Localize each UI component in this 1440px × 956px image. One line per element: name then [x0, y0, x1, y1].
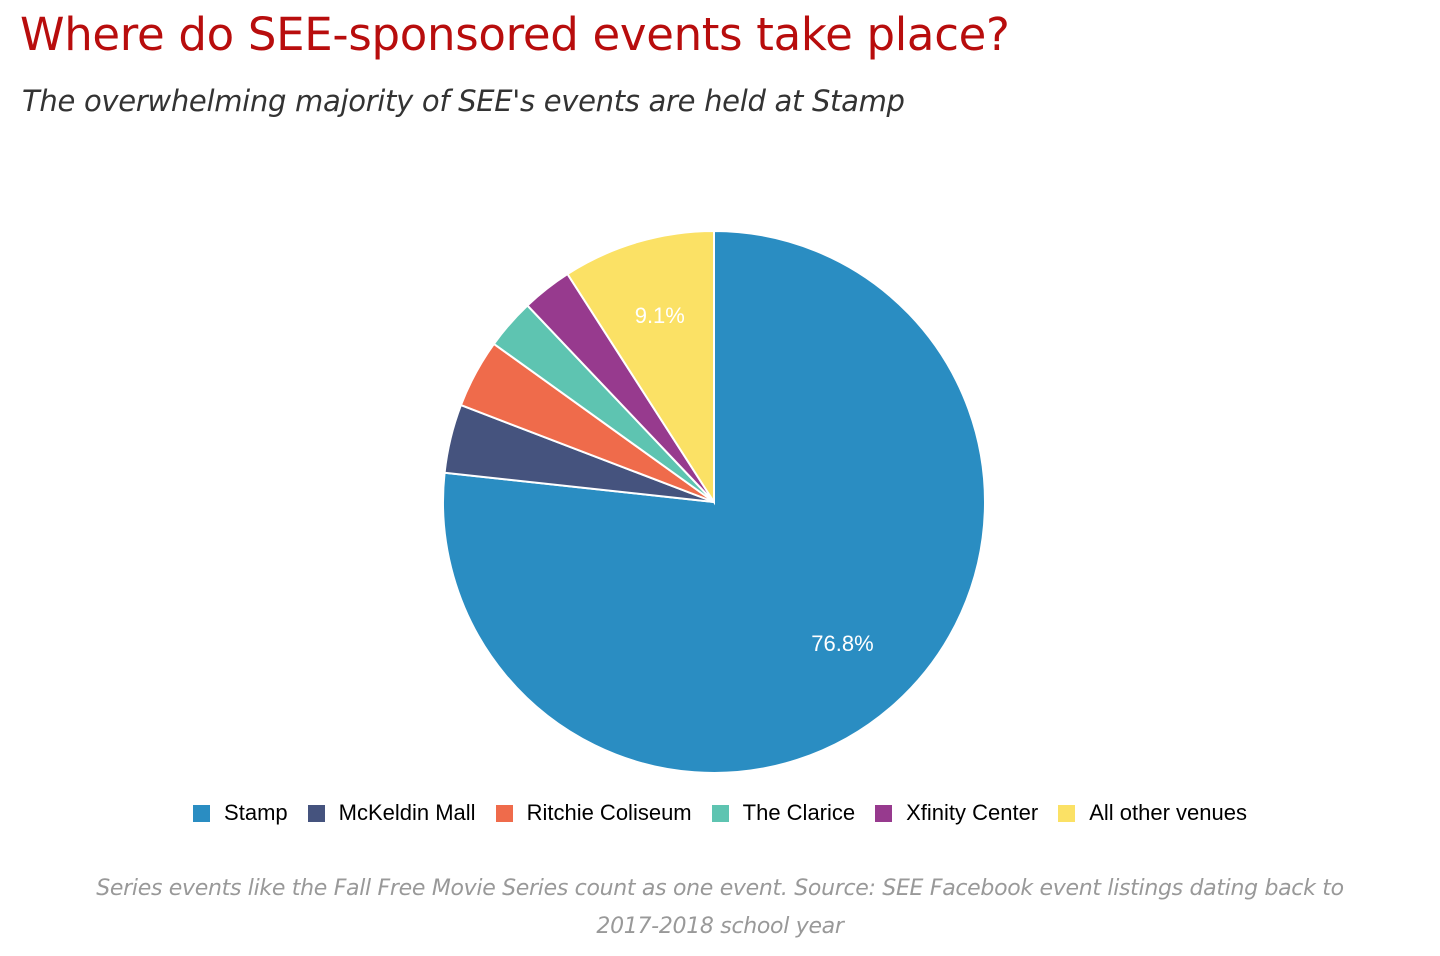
legend-label-xfinity-center: Xfinity Center	[906, 800, 1039, 825]
footnote-line-1: Series events like the Fall Free Movie S…	[96, 876, 1344, 901]
legend-label-the-clarice: The Clarice	[742, 800, 856, 825]
legend-swatch-all-other-venues	[1058, 804, 1076, 822]
chart-subtitle: The overwhelming majority of SEE's event…	[22, 84, 905, 118]
pie-slice-stamp[interactable]	[442, 229, 986, 774]
data-label-all-other-venues: 9.1%	[635, 303, 685, 328]
chart-title: Where do SEE-sponsored events take place…	[20, 8, 1010, 61]
pie-data-labels: 76.8% 9.1%	[635, 303, 874, 656]
legend-label-mckeldin-mall: McKeldin Mall	[338, 800, 476, 825]
legend-item-all-other-venues[interactable]: All other venues	[1058, 800, 1247, 826]
pie-slices	[442, 229, 986, 774]
pie-slice-all-other-venues[interactable]	[566, 229, 715, 506]
legend: Stamp McKeldin Mall Ritchie Coliseum The Cl…	[0, 800, 1440, 826]
legend-swatch-xfinity-center	[875, 804, 893, 822]
legend-label-stamp: Stamp	[224, 800, 288, 825]
legend-swatch-mckeldin-mall	[307, 804, 325, 822]
legend-swatch-ritchie-coliseum	[495, 804, 513, 822]
footnote-line-2: 2017-2018 school year	[596, 914, 844, 939]
legend-swatch-stamp	[193, 804, 211, 822]
footnote: Series events like the Fall Free Movie S…	[20, 870, 1420, 946]
legend-item-mckeldin-mall[interactable]: McKeldin Mall	[307, 800, 476, 826]
legend-label-ritchie-coliseum: Ritchie Coliseum	[526, 800, 692, 825]
data-label-stamp: 76.8%	[811, 631, 873, 656]
legend-label-all-other-venues: All other venues	[1089, 800, 1247, 825]
legend-item-ritchie-coliseum[interactable]: Ritchie Coliseum	[495, 800, 692, 826]
legend-item-the-clarice[interactable]: The Clarice	[711, 800, 856, 826]
legend-item-xfinity-center[interactable]: Xfinity Center	[875, 800, 1038, 826]
pie-chart: 76.8% 9.1%	[442, 229, 986, 774]
legend-item-stamp[interactable]: Stamp	[193, 800, 288, 826]
legend-swatch-the-clarice	[711, 804, 729, 822]
